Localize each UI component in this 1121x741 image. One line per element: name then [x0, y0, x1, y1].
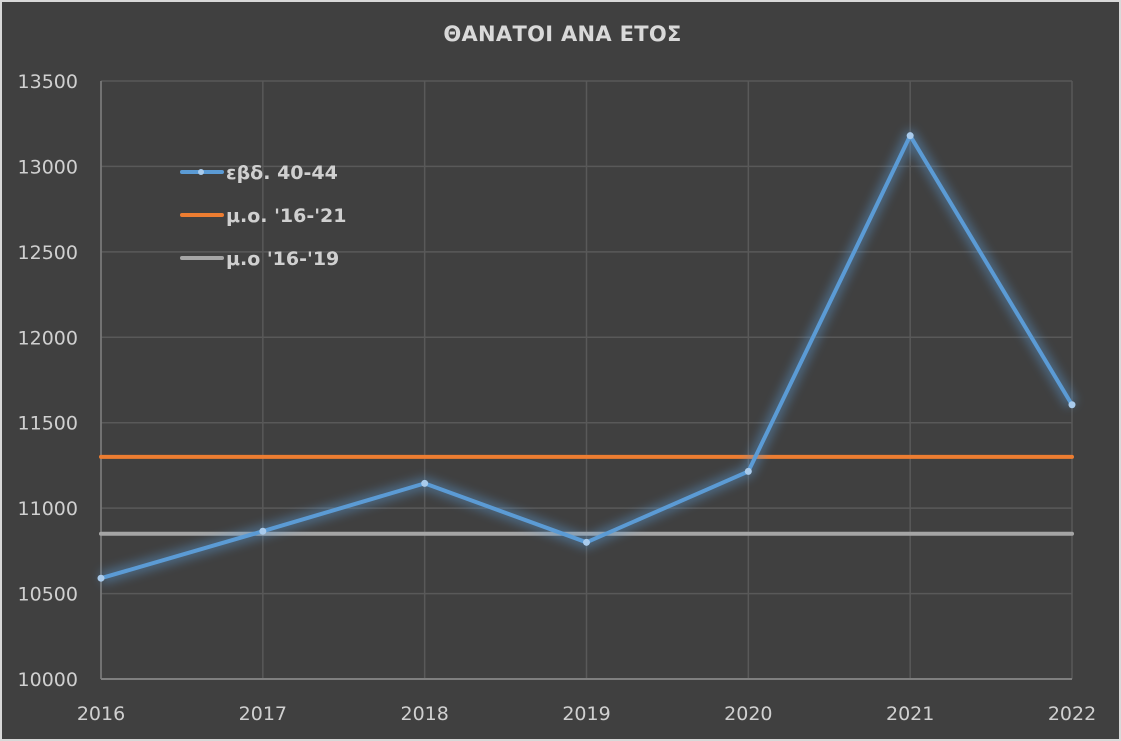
legend-item-avg-16-19: μ.ο '16-'19 [180, 248, 339, 270]
y-tick-label: 13500 [18, 71, 78, 93]
x-tick-label: 2017 [239, 703, 287, 725]
data-point-marker [583, 538, 590, 546]
y-tick-label: 13000 [18, 156, 78, 178]
data-point-marker [744, 467, 752, 475]
y-tick-label: 12000 [18, 327, 78, 349]
y-axis-ticks: 10000 10500 11000 11500 12000 12500 13000 13500 [18, 71, 78, 691]
legend-item-avg-16-21: μ.ο. '16-'21 [180, 205, 347, 227]
data-point-marker [1068, 401, 1076, 409]
data-point-marker [421, 479, 429, 487]
x-tick-label: 2019 [562, 703, 610, 725]
chart-title: ΘΑΝΑΤΟΙ ΑΝΑ ΕΤΟΣ [443, 22, 682, 46]
y-tick-label: 11500 [18, 413, 78, 435]
legend-label: μ.ο. '16-'21 [226, 205, 347, 227]
x-tick-label: 2022 [1048, 703, 1096, 725]
legend: εβδ. 40-44 μ.ο. '16-'21 μ.ο '16-'19 [180, 162, 347, 270]
legend-marker-icon [198, 169, 204, 175]
data-point-marker [259, 527, 267, 535]
series-layer [97, 129, 1078, 584]
y-tick-label: 10500 [18, 584, 78, 606]
y-tick-label: 10000 [18, 669, 78, 691]
gridlines [100, 80, 1073, 680]
legend-label: μ.ο '16-'19 [226, 248, 339, 270]
y-tick-label: 12500 [18, 242, 78, 264]
data-point-marker [906, 132, 914, 140]
legend-item-weekly: εβδ. 40-44 [180, 162, 338, 184]
y-tick-label: 11000 [18, 498, 78, 520]
x-axis-ticks: 2016 2017 2018 2019 2020 2021 2022 [77, 703, 1096, 725]
x-tick-label: 2021 [886, 703, 934, 725]
data-point-marker [97, 574, 105, 582]
x-tick-label: 2016 [77, 703, 125, 725]
x-tick-label: 2020 [724, 703, 772, 725]
x-tick-label: 2018 [400, 703, 448, 725]
legend-label: εβδ. 40-44 [226, 162, 338, 184]
